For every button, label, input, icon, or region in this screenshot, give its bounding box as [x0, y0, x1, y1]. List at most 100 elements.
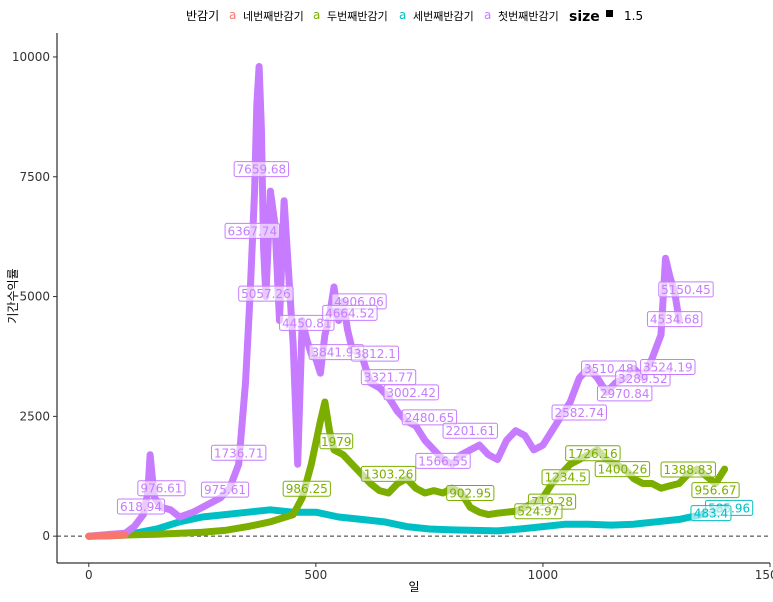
data-label-box: [350, 345, 399, 362]
data-label-box: [224, 222, 280, 239]
data-label-text: 2582.74: [554, 406, 604, 420]
legend-size-value: 1.5: [624, 9, 643, 23]
data-label: 6367.74: [224, 222, 280, 239]
data-label: 1736.71: [210, 444, 267, 461]
data-label-box: [646, 311, 703, 328]
data-label-box: [210, 444, 267, 461]
data-label: 618.94: [116, 498, 166, 515]
data-labels: 7659.686367.745057.264450.814906.064664.…: [116, 161, 754, 522]
data-label-text: 1234.5: [545, 471, 587, 485]
data-label-box: [690, 505, 732, 522]
data-label: 976.61: [137, 480, 186, 497]
data-label-box: [640, 359, 696, 376]
data-label-text: 3002.42: [386, 386, 436, 400]
data-label-text: 524.97: [517, 505, 559, 519]
data-label: 1979: [319, 433, 354, 450]
legend-entry: a 세번째반감기: [399, 8, 474, 23]
legend-entry: a 두번째반감기: [313, 8, 388, 23]
data-label-box: [282, 480, 331, 497]
legend-entry: a 첫번째반감기: [484, 8, 559, 23]
data-label: 4664.52: [322, 304, 378, 321]
data-label-text: 1736.71: [214, 446, 264, 460]
data-label-text: 4450.81: [282, 316, 332, 330]
data-label: 2970.84: [596, 385, 653, 402]
data-label-box: [233, 161, 290, 178]
legend-entry-label: 두번째반감기: [327, 10, 388, 23]
legend-entry-label: 첫번째반감기: [498, 10, 559, 23]
data-label-text: 1566.55: [418, 454, 468, 468]
data-label-box: [442, 422, 498, 439]
data-label-box: [514, 503, 563, 520]
data-label-text: 7659.68: [237, 163, 287, 177]
data-label: 986.25: [282, 480, 331, 497]
data-label-box: [360, 465, 417, 482]
x-tick-label: 500: [304, 568, 327, 582]
data-label-text: 1303.26: [364, 467, 414, 481]
data-label: 1566.55: [415, 452, 471, 469]
data-label-box: [279, 314, 335, 331]
data-label-box: [660, 461, 716, 478]
data-label: 483.4: [690, 505, 732, 522]
y-axis-label: 기간수익률: [6, 268, 20, 323]
data-label: 4450.81: [279, 314, 335, 331]
data-label-text: 5057.26: [241, 287, 291, 301]
data-label-text: 1400.26: [598, 463, 648, 477]
data-label-text: 2970.84: [600, 387, 650, 401]
data-label: 2201.61: [442, 422, 498, 439]
data-label-box: [322, 304, 378, 321]
data-label-text: 3321.77: [364, 371, 414, 385]
data-label-box: [446, 485, 495, 502]
x-axis-label: 일: [408, 580, 419, 594]
legend-entry-label: 네번째반감기: [243, 10, 304, 23]
data-label-text: 618.94: [120, 500, 162, 514]
data-label: 1234.5: [541, 469, 590, 486]
y-tick-label: 5000: [19, 290, 50, 304]
data-label-box: [565, 445, 621, 462]
axes: 0 2500 5000 7500 10000 0 500 1000 1500: [12, 33, 773, 582]
data-label-text: 3812.1: [354, 347, 396, 361]
data-label-text: 5150.45: [661, 283, 711, 297]
y-tick-label: 0: [42, 529, 50, 543]
legend-entry: a 네번째반감기: [229, 8, 304, 23]
y-tick-label: 2500: [19, 409, 50, 423]
data-label-box: [116, 498, 166, 515]
data-label: 5150.45: [658, 281, 714, 298]
data-label-box: [200, 481, 250, 498]
legend-entry-label: 세번째반감기: [413, 10, 474, 23]
legend-key-glyph: a: [399, 8, 406, 22]
data-label: 524.97: [514, 503, 563, 520]
data-label: 3841.94: [308, 344, 364, 361]
data-label-text: 1726.16: [568, 447, 618, 461]
legend-key-glyph: a: [484, 8, 491, 22]
data-label-box: [596, 385, 653, 402]
data-label: 3002.42: [383, 384, 439, 401]
data-label: 1726.16: [565, 445, 621, 462]
data-label-box: [319, 433, 354, 450]
data-label-text: 3289.52: [618, 372, 668, 386]
data-label-text: 975.61: [204, 483, 246, 497]
data-label-text: 4664.52: [325, 306, 375, 320]
x-tick-label: 1500: [755, 568, 773, 582]
data-label-box: [541, 469, 590, 486]
legend-size-key: [606, 10, 613, 17]
data-label-text: 2201.61: [445, 424, 495, 438]
data-label-box: [551, 404, 607, 421]
data-label-box: [658, 281, 714, 298]
data-label: 1303.26: [360, 465, 417, 482]
data-label-text: 483.4: [694, 507, 728, 521]
data-label-text: 902.95: [449, 487, 491, 501]
data-label: 3812.1: [350, 345, 399, 362]
legend-title: 반감기: [186, 9, 219, 23]
data-label: 2582.74: [551, 404, 607, 421]
data-label-text: 4534.68: [650, 313, 700, 327]
x-tick-label: 0: [85, 568, 93, 582]
data-label: 1400.26: [594, 461, 651, 478]
data-label: 5057.26: [238, 285, 294, 302]
data-label-box: [691, 482, 740, 499]
data-label: 975.61: [200, 481, 250, 498]
legend-items: a 네번째반감기 a 두번째반감기 a 세번째반감기 a 첫번째반감기: [229, 8, 559, 23]
legend-size-title: size: [569, 9, 600, 25]
data-label-text: 6367.74: [227, 224, 277, 238]
data-label-text: 1979: [321, 435, 352, 449]
